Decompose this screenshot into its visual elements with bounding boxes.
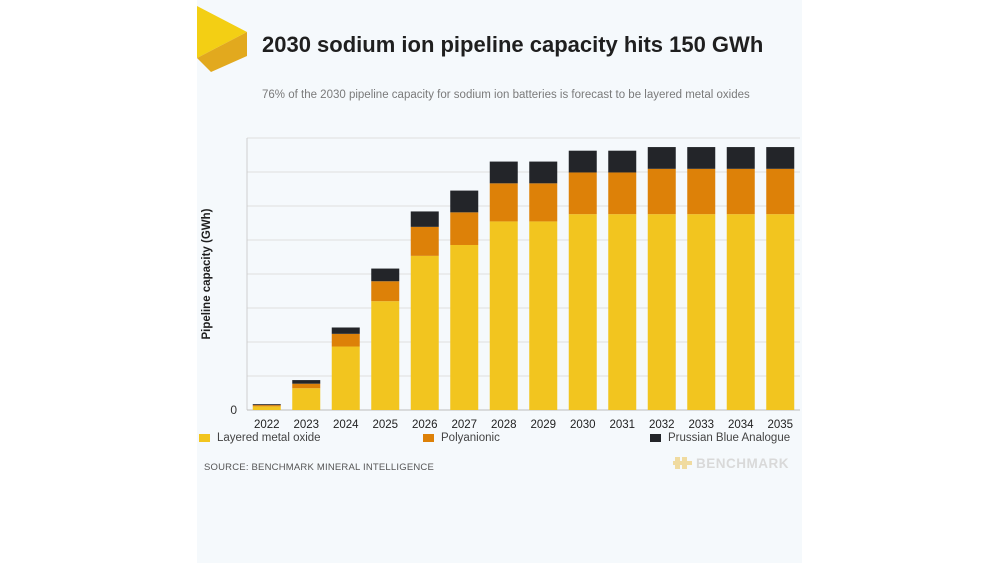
bar-segment-layered (489, 221, 518, 410)
bar-segment-polyanionic (647, 168, 676, 215)
x-tick-label: 2030 (570, 419, 596, 431)
y-axis-title: Pipeline capacity (GWh) (201, 208, 213, 339)
bar-segment-layered (371, 301, 400, 410)
bar-segment-polyanionic (726, 168, 755, 215)
bar-segment-prussian (371, 268, 400, 282)
x-tick-label: 2032 (649, 419, 675, 431)
legend-label-prussian: Prussian Blue Analogue (668, 432, 791, 444)
benchmark-watermark: BENCHMARK (672, 455, 789, 471)
bar-segment-prussian (292, 380, 321, 384)
bar-segment-prussian (647, 147, 676, 169)
bar-segment-polyanionic (331, 333, 360, 347)
x-tick-label: 2034 (728, 419, 754, 431)
bar-segment-layered (410, 255, 439, 410)
bar-segment-layered (608, 214, 637, 410)
x-tick-label: 2035 (767, 419, 793, 431)
x-tick-label: 2022 (254, 419, 280, 431)
legend-label-polyanionic: Polyanionic (441, 432, 500, 444)
bar-segment-prussian (252, 404, 281, 406)
bar-segment-prussian (687, 147, 716, 169)
bar-segment-prussian (568, 150, 597, 173)
x-tick-label: 2029 (530, 419, 556, 431)
bar-segment-layered (766, 214, 795, 410)
bar-segment-prussian (766, 147, 795, 169)
bar-segment-polyanionic (687, 168, 716, 215)
chart-title: 2030 sodium ion pipeline capacity hits 1… (262, 32, 764, 57)
bar-segment-layered (292, 388, 321, 410)
legend-swatch-polyanionic (423, 434, 434, 442)
legend-swatch-prussian (650, 434, 661, 442)
x-tick-label: 2031 (609, 419, 635, 431)
bar-segment-layered (331, 346, 360, 410)
legend-item-layered-metal-oxide: Layered metal oxide (199, 432, 321, 444)
x-tick-label: 2023 (293, 419, 319, 431)
legend-item-prussian-blue-analogue: Prussian Blue Analogue (650, 432, 790, 444)
bar-segment-layered (647, 214, 676, 410)
legend-label-layered: Layered metal oxide (217, 432, 321, 444)
bar-segment-layered (252, 406, 281, 410)
benchmark-logo (197, 6, 247, 72)
x-tick-label: 2033 (688, 419, 714, 431)
bar-segment-prussian (410, 211, 439, 227)
bar-segment-polyanionic (410, 226, 439, 256)
legend-item-polyanionic: Polyanionic (423, 432, 500, 444)
bar-segment-prussian (608, 150, 637, 173)
chart-subtitle: 76% of the 2030 pipeline capacity for so… (262, 89, 750, 101)
source-note: SOURCE: BENCHMARK MINERAL INTELLIGENCE (204, 462, 435, 473)
bar-segment-prussian (726, 147, 755, 169)
bar-segment-polyanionic (450, 212, 479, 245)
bar-segment-polyanionic (608, 172, 637, 215)
bar-segment-layered (529, 221, 558, 410)
x-tick-label: 2025 (372, 419, 398, 431)
y-tick-label: 0 (230, 403, 237, 417)
watermark-text: BENCHMARK (696, 455, 789, 471)
bar-segment-layered (450, 244, 479, 410)
x-tick-label: 2024 (333, 419, 359, 431)
bar-segment-layered (568, 214, 597, 410)
bar-segment-polyanionic (252, 405, 281, 407)
benchmark-watermark-icon (673, 457, 692, 469)
bar-segment-prussian (529, 161, 558, 184)
bar-segment-layered (726, 214, 755, 410)
bar-segment-layered (687, 214, 716, 410)
bar-segment-polyanionic (489, 183, 518, 222)
bar-segment-polyanionic (292, 383, 321, 389)
bar-segment-polyanionic (766, 168, 795, 215)
x-tick-label: 2028 (491, 419, 517, 431)
bar-segment-prussian (489, 161, 518, 184)
bar-segment-polyanionic (529, 183, 558, 222)
bar-segment-polyanionic (371, 281, 400, 302)
bar-segment-prussian (331, 327, 360, 334)
bar-segment-polyanionic (568, 172, 597, 215)
x-tick-label: 2026 (412, 419, 438, 431)
x-tick-label: 2027 (451, 419, 477, 431)
legend-swatch-layered (199, 434, 210, 442)
bar-segment-prussian (450, 190, 479, 213)
